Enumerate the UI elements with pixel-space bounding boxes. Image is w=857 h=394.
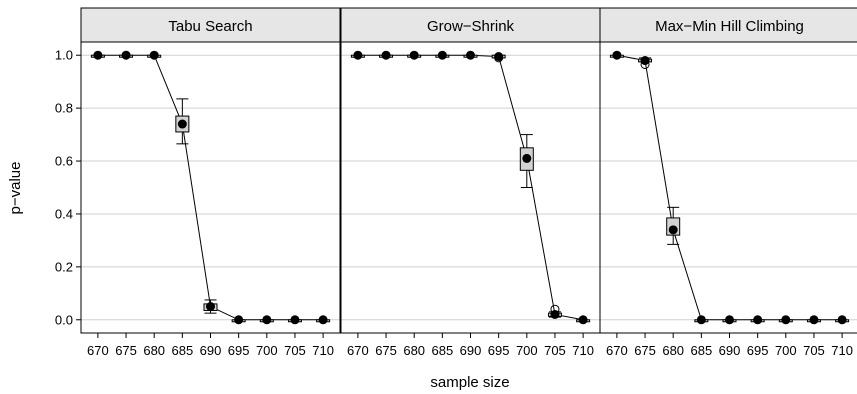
y-axis-label: p−value — [7, 162, 24, 215]
data-point — [466, 50, 475, 60]
x-tick-label: 705 — [803, 343, 825, 358]
panel-3: Max−Min Hill Climbing 670 675 680 685 690 695 7… — [599, 7, 857, 358]
panel-strip — [340, 7, 601, 43]
data-point — [206, 302, 215, 312]
data-point — [381, 50, 391, 60]
x-tick-label: 675 — [375, 343, 397, 358]
x-tick-label: 695 — [228, 343, 250, 358]
x-tick-label: 695 — [747, 343, 769, 358]
y-tick-label: 0.6 — [55, 154, 73, 169]
x-tick-label: 675 — [115, 343, 137, 358]
data-point — [725, 315, 734, 325]
x-tick-label: 685 — [171, 343, 193, 358]
data-point — [177, 119, 187, 129]
x-tick-label: 685 — [431, 343, 453, 358]
x-tick-label: 700 — [516, 343, 538, 358]
data-point — [809, 315, 819, 325]
data-point — [121, 50, 131, 60]
data-point — [234, 315, 244, 325]
data-point — [262, 315, 272, 325]
data-point — [668, 225, 678, 235]
x-tick-label: 675 — [634, 343, 656, 358]
x-tick-label: 710 — [312, 343, 334, 358]
y-tick-label: 0.0 — [55, 312, 73, 327]
panel-1: Tabu Search 670 675 680 685 690 695 700 705 710 — [80, 7, 341, 358]
data-point — [696, 315, 706, 325]
x-tick-label: 690 — [200, 343, 222, 358]
panel-2: Grow−Shrink 670 675 680 685 690 695 700 705 710 — [340, 7, 601, 358]
y-tick-label: 0.2 — [55, 259, 73, 274]
panels: 0.0 0.2 0.4 0.6 0.8 1.0 Tabu Search 670 675 680 68… — [55, 7, 857, 358]
x-tick-label: 690 — [719, 343, 741, 358]
data-point — [494, 52, 504, 62]
data-point — [318, 315, 328, 325]
data-point — [837, 315, 847, 325]
x-tick-label: 710 — [572, 343, 594, 358]
data-point — [522, 153, 532, 163]
panel-title: Max−Min Hill Climbing — [655, 18, 804, 35]
y-tick-label: 1.0 — [55, 48, 73, 63]
data-point — [781, 315, 791, 325]
panel-background — [600, 42, 857, 333]
data-point — [353, 50, 363, 60]
x-tick-label: 705 — [544, 343, 566, 358]
x-tick-label: 695 — [488, 343, 510, 358]
x-tick-label: 680 — [143, 343, 165, 358]
panel-title: Tabu Search — [168, 18, 252, 35]
x-tick-label: 710 — [831, 343, 853, 358]
data-point — [578, 315, 588, 325]
data-point — [409, 50, 419, 60]
panel-title: Grow−Shrink — [427, 18, 515, 35]
y-tick-label: 0.4 — [55, 206, 73, 221]
data-point — [753, 315, 763, 325]
data-point — [640, 56, 650, 66]
x-tick-label: 680 — [403, 343, 425, 358]
data-point — [290, 315, 300, 325]
x-tick-label: 700 — [775, 343, 797, 358]
x-axis-label: sample size — [430, 374, 509, 391]
panel-background — [81, 42, 340, 333]
x-tick-label: 670 — [606, 343, 628, 358]
x-tick-label: 700 — [256, 343, 278, 358]
data-point — [612, 50, 622, 60]
x-tick-label: 705 — [284, 343, 306, 358]
data-point — [149, 50, 159, 60]
y-tick-label: 0.8 — [55, 101, 73, 116]
x-tick-label: 685 — [690, 343, 712, 358]
x-tick-label: 670 — [347, 343, 369, 358]
data-point — [550, 309, 560, 319]
x-tick-label: 670 — [87, 343, 109, 358]
panel-strip — [599, 7, 857, 43]
x-tick-label: 690 — [460, 343, 482, 358]
x-tick-label: 680 — [662, 343, 684, 358]
panel-background — [341, 42, 600, 333]
data-point — [437, 50, 447, 60]
data-point — [93, 50, 103, 60]
